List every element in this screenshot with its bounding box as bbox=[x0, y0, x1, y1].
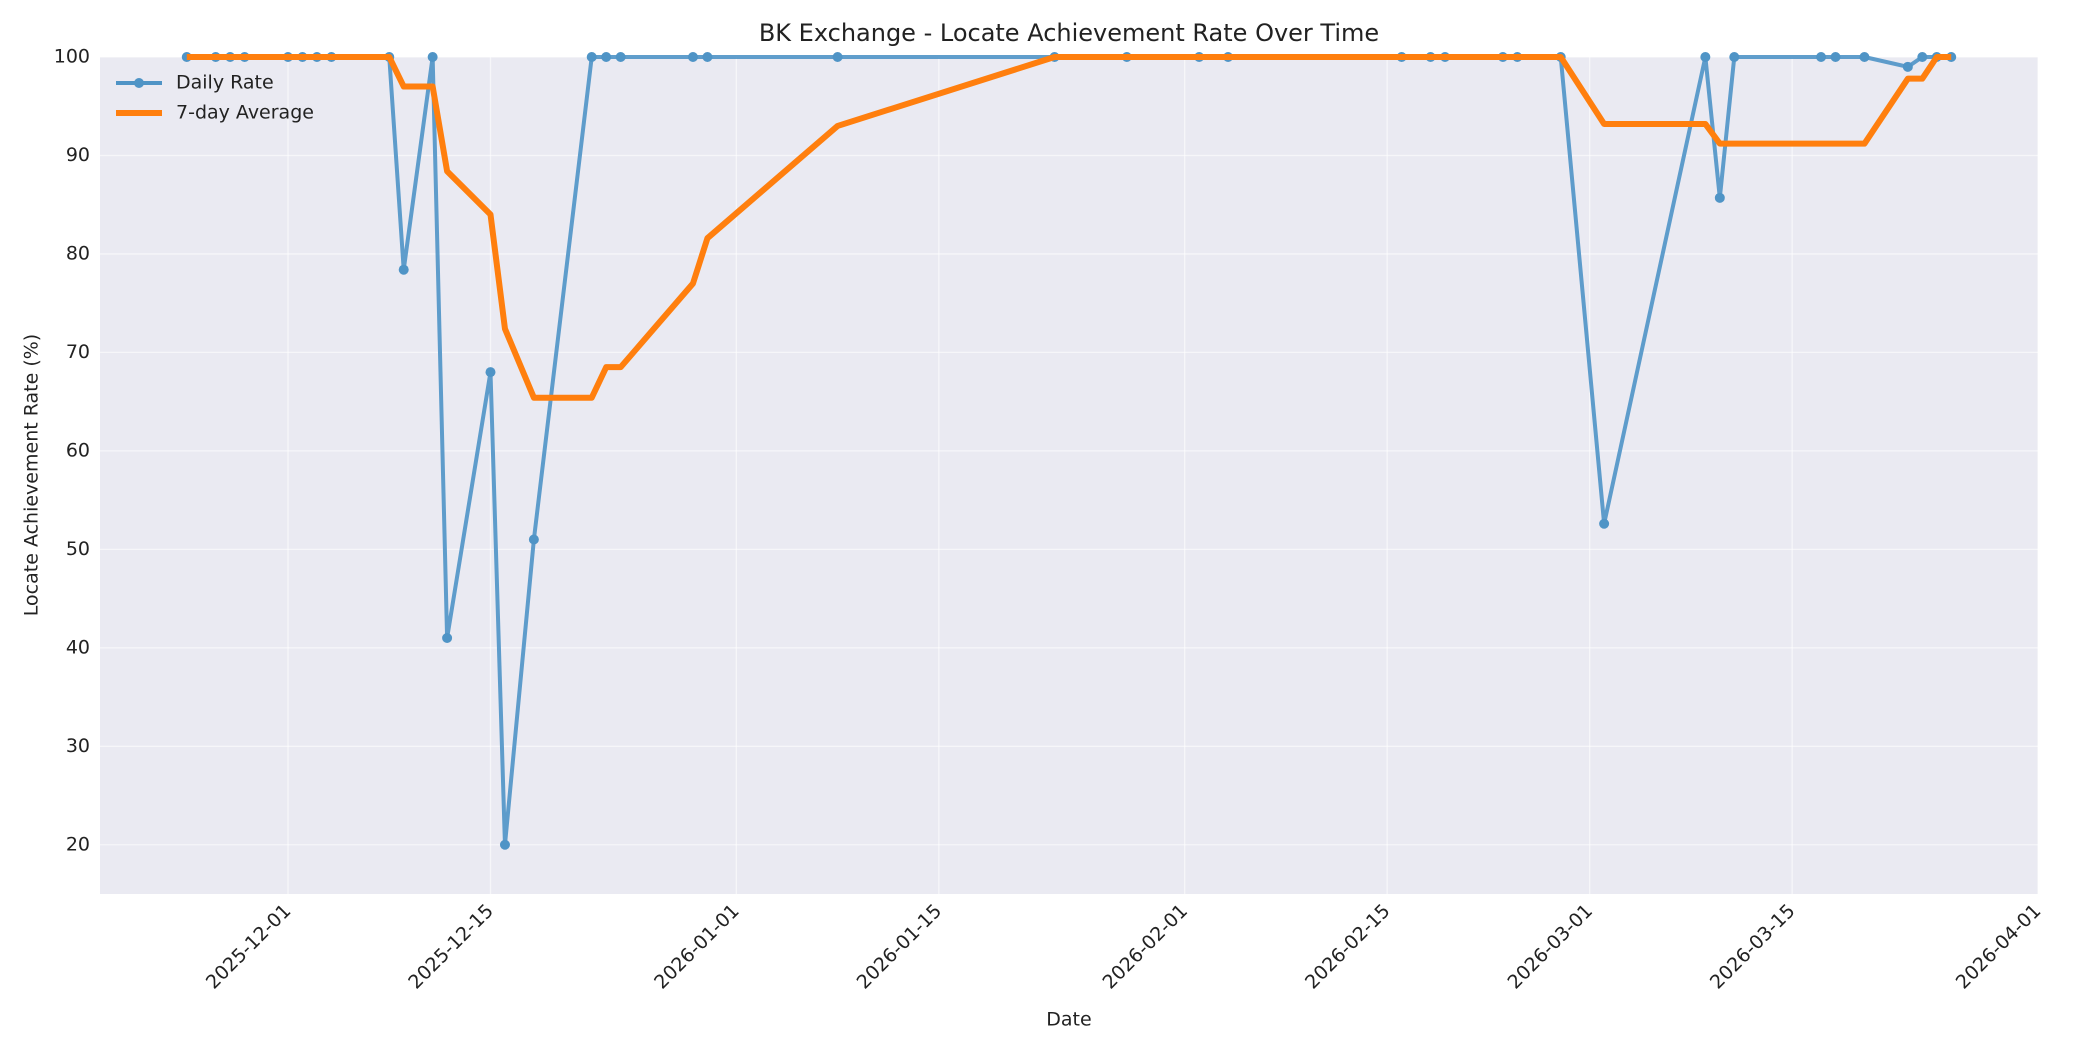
chart-title: BK Exchange - Locate Achievement Rate Ov… bbox=[759, 19, 1379, 47]
point bbox=[499, 839, 510, 850]
x-tick-label: 2026-03-15 bbox=[1706, 900, 1800, 994]
x-tick-label: 2026-03-01 bbox=[1503, 900, 1597, 994]
point bbox=[1700, 52, 1711, 62]
point bbox=[702, 52, 713, 62]
point bbox=[832, 52, 843, 62]
y-tick-label: 80 bbox=[66, 242, 90, 264]
point bbox=[1830, 52, 1841, 62]
legend-marker bbox=[134, 78, 144, 88]
legend-label: 7-day Average bbox=[176, 102, 314, 124]
point bbox=[485, 367, 496, 378]
point bbox=[1917, 52, 1928, 62]
x-tick-label: 2025-12-15 bbox=[404, 900, 498, 994]
y-tick-label: 20 bbox=[66, 833, 90, 855]
x-tick-label: 2026-01-15 bbox=[853, 900, 947, 994]
plot-area bbox=[100, 57, 2038, 894]
point bbox=[687, 52, 698, 62]
line-series bbox=[186, 54, 1952, 401]
point bbox=[601, 52, 612, 62]
point bbox=[442, 632, 453, 643]
point bbox=[1599, 518, 1610, 529]
y-tick-label: 60 bbox=[66, 439, 90, 461]
point bbox=[1859, 52, 1870, 62]
y-tick-label: 30 bbox=[66, 735, 90, 757]
y-tick-label: 50 bbox=[66, 538, 90, 560]
point bbox=[1902, 61, 1913, 72]
x-tick-label: 2026-02-01 bbox=[1098, 900, 1192, 994]
point bbox=[1729, 52, 1740, 62]
y-tick-label: 90 bbox=[66, 144, 90, 166]
point bbox=[586, 52, 597, 62]
y-tick-label: 100 bbox=[54, 46, 90, 68]
point bbox=[615, 52, 626, 62]
legend-label: Daily Rate bbox=[176, 72, 274, 94]
x-tick-label: 2026-04-01 bbox=[1952, 900, 2046, 994]
point bbox=[1714, 192, 1725, 203]
x-tick-label: 2026-01-01 bbox=[650, 900, 744, 994]
x-tick-label: 2026-02-15 bbox=[1301, 900, 1395, 994]
point bbox=[427, 52, 438, 62]
y-tick-label: 70 bbox=[66, 341, 90, 363]
point bbox=[1816, 52, 1827, 62]
x-axis-label: Date bbox=[1046, 1009, 1091, 1031]
y-axis-label: Locate Achievement Rate (%) bbox=[21, 334, 43, 616]
point bbox=[528, 534, 539, 545]
y-tick-label: 40 bbox=[66, 636, 90, 658]
point bbox=[398, 264, 409, 275]
x-tick-label: 2025-12-01 bbox=[202, 900, 296, 994]
